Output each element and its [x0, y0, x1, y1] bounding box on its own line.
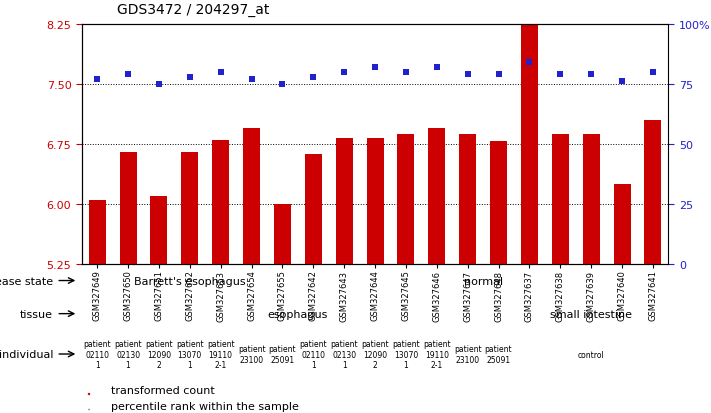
Text: individual: individual [0, 349, 53, 359]
Text: Barrett's esophagus: Barrett's esophagus [134, 276, 245, 286]
Point [647, 69, 658, 76]
Point [122, 72, 134, 78]
Bar [367, 139, 383, 264]
Point [462, 72, 474, 78]
Point [431, 64, 442, 71]
Bar [243, 128, 260, 264]
Text: normal: normal [464, 276, 503, 286]
Point [370, 64, 381, 71]
Text: patient
19110
2-1: patient 19110 2-1 [207, 339, 235, 369]
Text: patient
23100: patient 23100 [454, 344, 481, 364]
Text: patient
19110
2-1: patient 19110 2-1 [423, 339, 451, 369]
Bar [521, 25, 538, 264]
Text: patient
13070
1: patient 13070 1 [176, 339, 203, 369]
Bar [89, 200, 106, 264]
Text: patient
12090
2: patient 12090 2 [145, 339, 173, 369]
Text: patient
23100: patient 23100 [237, 344, 265, 364]
Bar [397, 135, 415, 264]
Bar [181, 152, 198, 264]
Point [616, 79, 628, 85]
Bar [644, 121, 661, 264]
Bar [583, 135, 599, 264]
Bar [490, 142, 507, 264]
Text: patient
12090
2: patient 12090 2 [361, 339, 389, 369]
Bar [274, 204, 291, 264]
Point [92, 76, 103, 83]
Point [277, 81, 288, 88]
Bar [119, 152, 137, 264]
Text: tissue: tissue [20, 309, 53, 319]
Text: patient
02110
1: patient 02110 1 [83, 339, 111, 369]
Bar [552, 135, 569, 264]
Point [400, 69, 412, 76]
Point [246, 76, 257, 83]
Bar [459, 135, 476, 264]
Bar [428, 128, 445, 264]
Text: esophagus: esophagus [267, 309, 328, 319]
Text: patient
02130
1: patient 02130 1 [114, 339, 142, 369]
Point [555, 72, 566, 78]
Text: patient
25091: patient 25091 [485, 344, 513, 364]
Point [308, 74, 319, 81]
Point [184, 74, 196, 81]
Point [585, 72, 597, 78]
Text: patient
13070
1: patient 13070 1 [392, 339, 419, 369]
Text: percentile rank within the sample: percentile rank within the sample [111, 401, 299, 411]
Text: patient
02110
1: patient 02110 1 [299, 339, 327, 369]
Text: patient
25091: patient 25091 [269, 344, 296, 364]
Bar [87, 393, 90, 394]
Point [524, 60, 535, 66]
Text: disease state: disease state [0, 276, 53, 286]
Bar [305, 155, 322, 264]
Text: patient
02130
1: patient 02130 1 [331, 339, 358, 369]
Text: control: control [578, 350, 604, 358]
Point [154, 81, 165, 88]
Text: transformed count: transformed count [111, 385, 215, 395]
Bar [151, 197, 167, 264]
Bar [212, 140, 229, 264]
Point [493, 72, 504, 78]
Point [215, 69, 226, 76]
Text: small intestine: small intestine [550, 309, 632, 319]
Bar [614, 185, 631, 264]
Bar [336, 139, 353, 264]
Bar [87, 409, 90, 410]
Point [338, 69, 350, 76]
Text: GDS3472 / 204297_at: GDS3472 / 204297_at [117, 2, 269, 17]
